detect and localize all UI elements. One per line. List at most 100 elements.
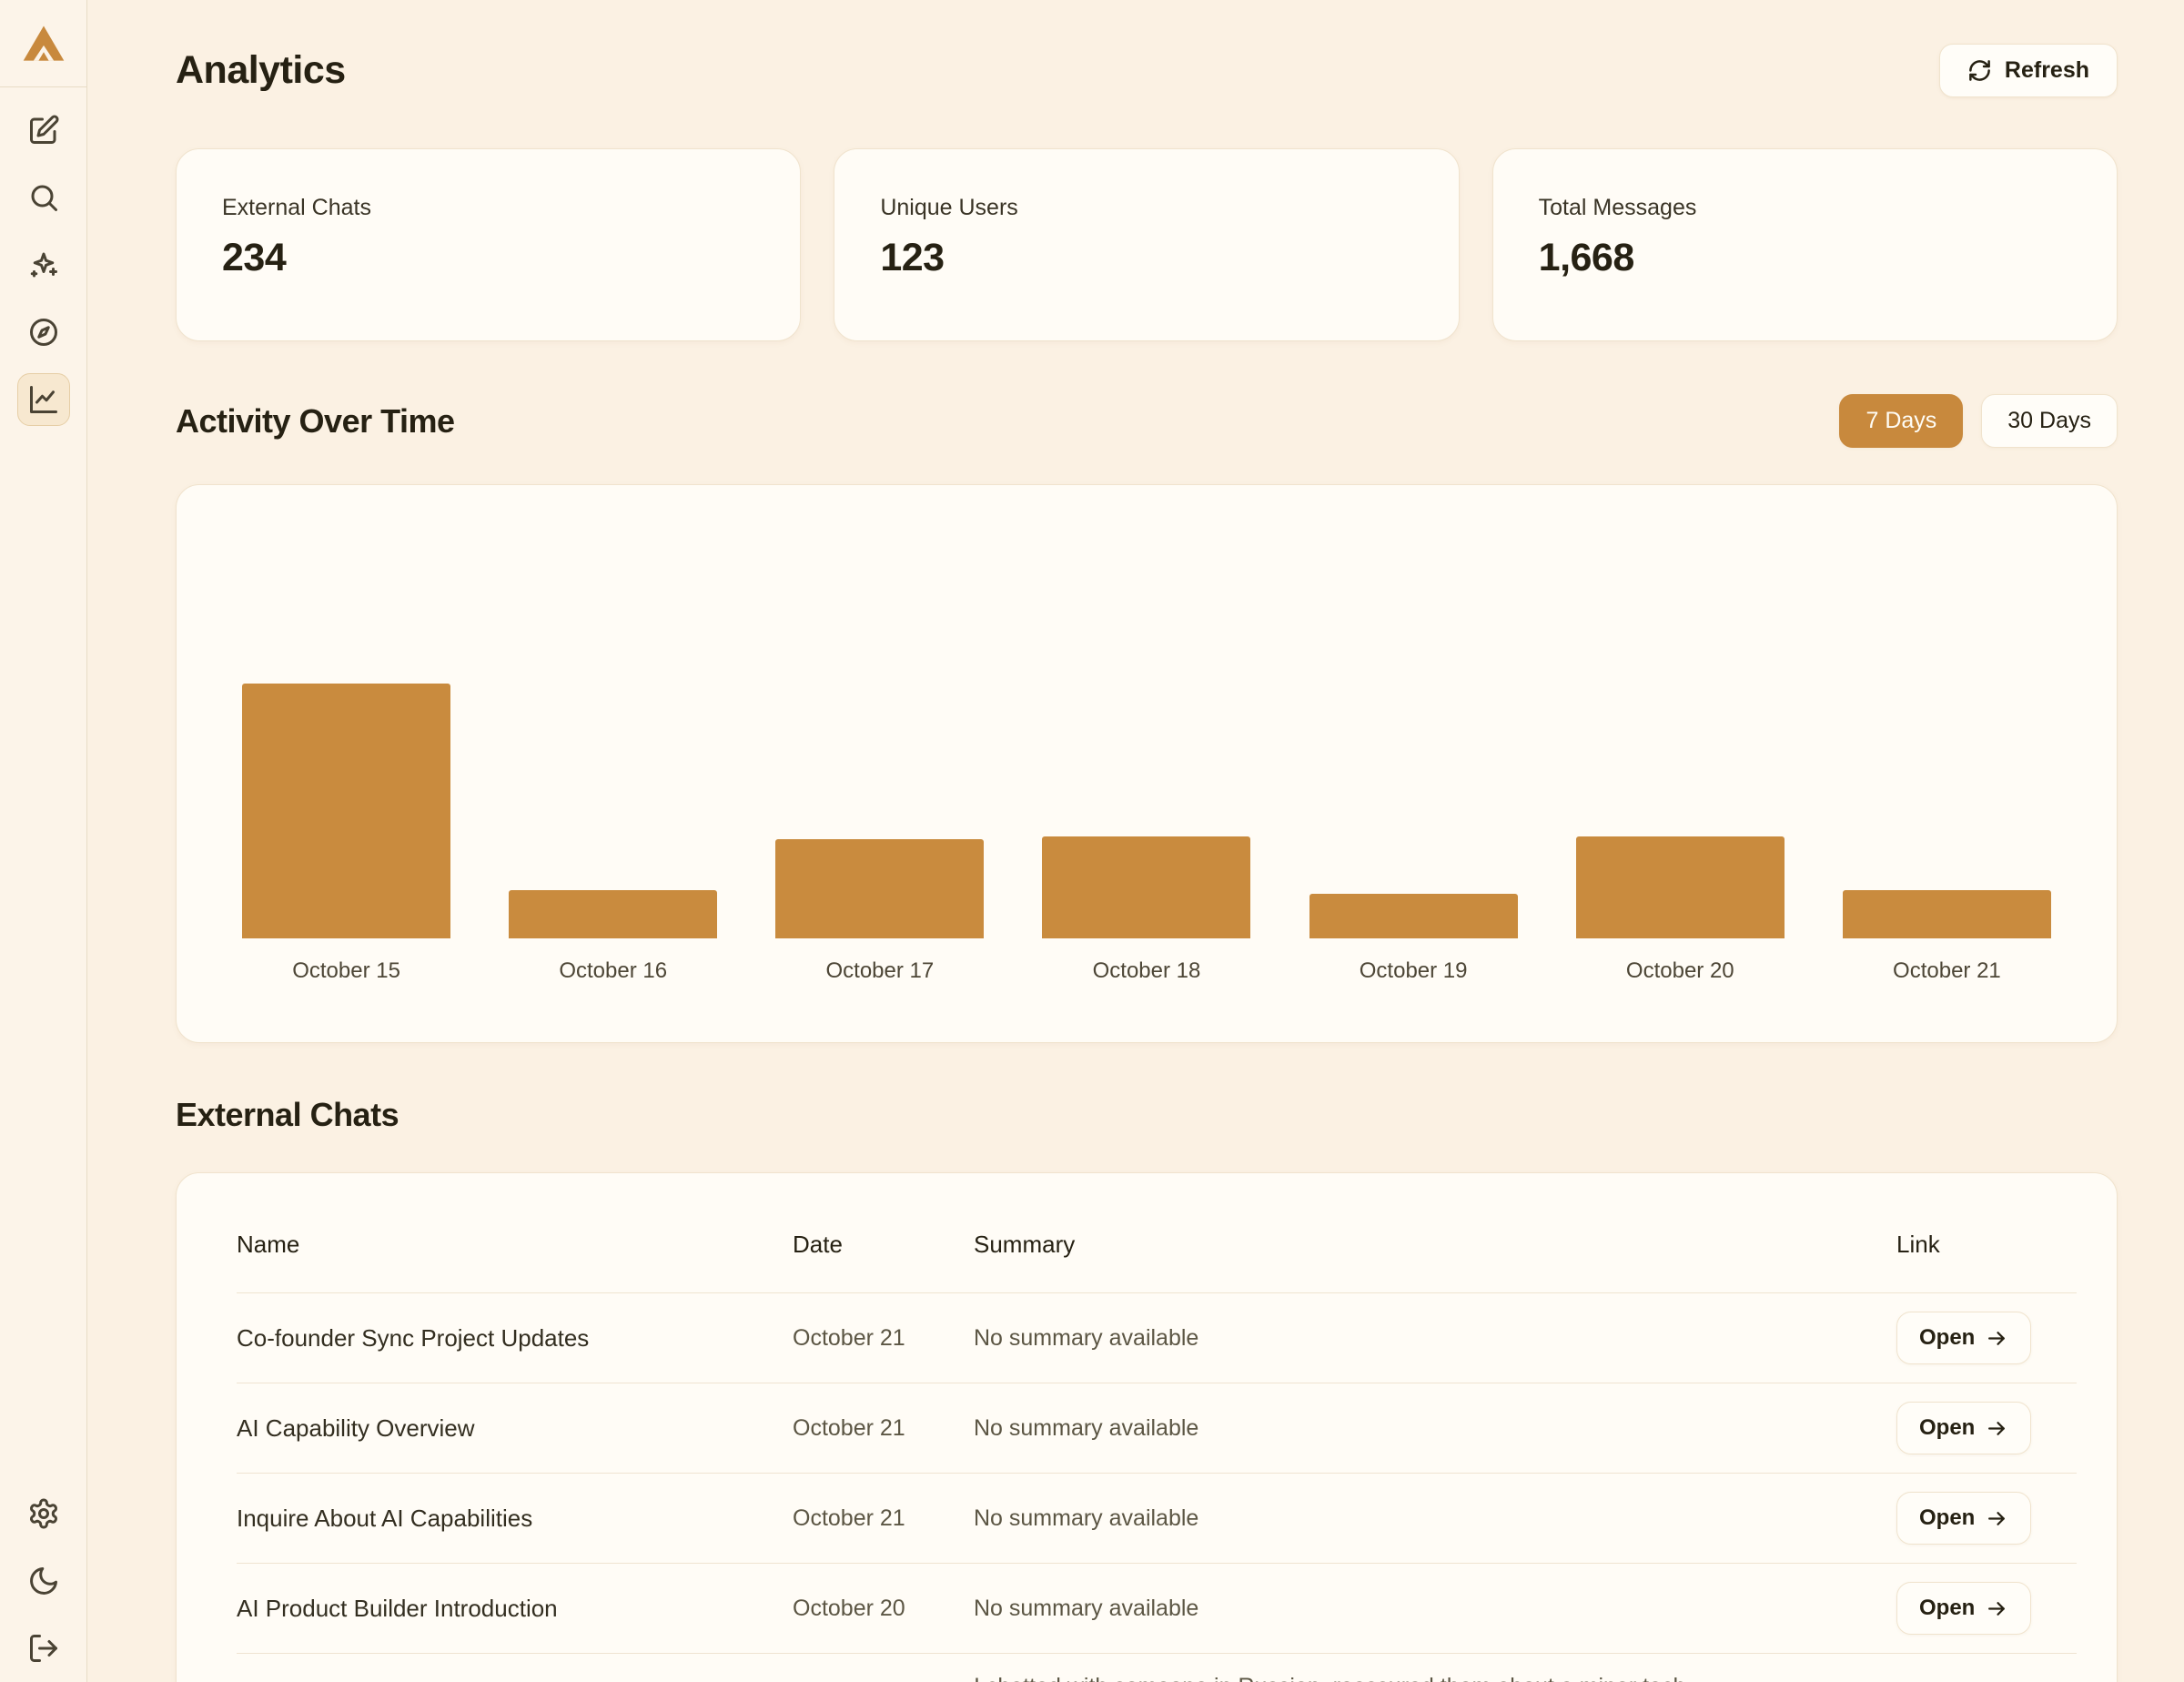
chart-x-label: October 19 bbox=[1359, 958, 1468, 983]
chart-bar-track bbox=[1042, 684, 1251, 938]
chat-summary: No summary available bbox=[974, 1505, 1199, 1531]
stat-card-unique-users: Unique Users 123 bbox=[834, 148, 1460, 341]
chat-name: AI Product Builder Introduction bbox=[237, 1594, 558, 1622]
activity-title: Activity Over Time bbox=[176, 401, 455, 440]
chart-bar bbox=[242, 684, 451, 938]
chart-column: October 15 bbox=[213, 684, 480, 984]
chart-column: October 19 bbox=[1280, 684, 1547, 984]
main-content: Analytics Refresh External Chats 234 Uni… bbox=[87, 0, 2184, 1682]
chart-x-label: October 17 bbox=[825, 958, 935, 983]
open-button-label: Open bbox=[1919, 1505, 1976, 1530]
arrow-right-icon bbox=[1988, 1511, 2006, 1525]
sidebar-item-discover[interactable] bbox=[0, 299, 86, 366]
chart-column: October 18 bbox=[1013, 684, 1279, 984]
chart-column: October 21 bbox=[1814, 684, 2080, 984]
chart-bar bbox=[775, 839, 985, 938]
open-button-label: Open bbox=[1919, 1325, 1976, 1350]
stat-value: 234 bbox=[222, 236, 287, 279]
sidebar-item-analytics[interactable] bbox=[0, 366, 86, 433]
chart-bar bbox=[509, 890, 718, 938]
chart-x-label: October 15 bbox=[292, 958, 400, 983]
table-body: Co-founder Sync Project Updates October 2… bbox=[237, 1293, 2077, 1682]
chat-link-cell: Open bbox=[1896, 1492, 2077, 1545]
chart-x-label: October 20 bbox=[1625, 958, 1734, 983]
open-chat-button[interactable]: Open bbox=[1896, 1492, 2032, 1545]
table-row: I chatted with someone in Russian, reass… bbox=[237, 1654, 2077, 1682]
refresh-button[interactable]: Refresh bbox=[1938, 44, 2118, 97]
chart-bar bbox=[1042, 836, 1251, 938]
activity-chart-card: October 15 October 16 October 17 October 18… bbox=[176, 484, 2118, 1043]
chart-column: October 20 bbox=[1547, 684, 1814, 984]
app-logo[interactable] bbox=[0, 0, 86, 87]
open-button-label: Open bbox=[1919, 1596, 1976, 1620]
chart-bar-track bbox=[1575, 684, 1785, 938]
table-row: Inquire About AI Capabilities October 21 N… bbox=[237, 1474, 2077, 1564]
page-title: Analytics bbox=[176, 48, 346, 92]
sidebar-item-logout[interactable] bbox=[0, 1615, 86, 1682]
open-chat-button[interactable]: Open bbox=[1896, 1582, 2032, 1635]
range-7-days-button[interactable]: 7 Days bbox=[1839, 394, 1964, 448]
triangle-logo-icon bbox=[23, 25, 64, 61]
search-icon bbox=[31, 185, 57, 211]
chart-bar-track bbox=[242, 684, 451, 938]
chat-link-cell: Open bbox=[1896, 1312, 2077, 1364]
chat-date: October 21 bbox=[793, 1414, 905, 1441]
sparkles-icon bbox=[30, 252, 57, 278]
table-header: Name Date Summary Link bbox=[237, 1173, 2077, 1293]
stat-card-total-messages: Total Messages 1,668 bbox=[1491, 148, 2118, 341]
chat-name: Co-founder Sync Project Updates bbox=[237, 1323, 590, 1352]
range-toggle-group: 7 Days 30 Days bbox=[1839, 394, 2118, 448]
chart-bar-track bbox=[775, 684, 985, 938]
chart-bar bbox=[1575, 836, 1785, 938]
sidebar-item-theme[interactable] bbox=[0, 1547, 86, 1615]
arrow-right-icon bbox=[1988, 1421, 2006, 1435]
table-row: Co-founder Sync Project Updates October 2… bbox=[237, 1293, 2077, 1383]
activity-section-header: Activity Over Time 7 Days 30 Days bbox=[176, 394, 2118, 448]
sidebar-item-search[interactable] bbox=[0, 164, 86, 231]
active-nav-highlight bbox=[16, 373, 70, 426]
open-button-label: Open bbox=[1919, 1415, 1976, 1440]
chat-name: AI Capability Overview bbox=[237, 1413, 475, 1442]
external-chats-section-header: External Chats bbox=[176, 1096, 2118, 1134]
arrow-right-icon bbox=[1988, 1331, 2006, 1345]
sidebar-item-ai[interactable] bbox=[0, 231, 86, 299]
chart-bar-track bbox=[509, 684, 718, 938]
chart-columns: October 15 October 16 October 17 October 18… bbox=[213, 684, 2080, 984]
stat-card-external-chats: External Chats 234 bbox=[176, 148, 802, 341]
sidebar-item-compose[interactable] bbox=[0, 96, 86, 164]
chart-bar bbox=[1842, 890, 2051, 938]
chat-date: October 21 bbox=[793, 1505, 905, 1531]
sidebar-item-settings[interactable] bbox=[0, 1480, 86, 1547]
chart-bar-track bbox=[1309, 684, 1518, 938]
moon-icon bbox=[29, 1567, 57, 1595]
chat-link-cell: Open bbox=[1896, 1402, 2077, 1454]
stat-label: Total Messages bbox=[1538, 195, 1697, 220]
external-chats-title: External Chats bbox=[176, 1096, 399, 1133]
arrow-right-icon bbox=[1988, 1601, 2006, 1616]
chat-summary: I chatted with someone in Russian, reass… bbox=[974, 1674, 1896, 1682]
sidebar-nav bbox=[0, 87, 86, 433]
sidebar-bottom bbox=[0, 1480, 86, 1682]
stats-cards: External Chats 234 Unique Users 123 Tota… bbox=[176, 148, 2118, 341]
chat-link-cell: Open bbox=[1896, 1582, 2077, 1635]
range-30-days-button[interactable]: 30 Days bbox=[1981, 394, 2118, 448]
stat-value: 123 bbox=[880, 236, 945, 279]
chat-summary: No summary available bbox=[974, 1595, 1199, 1621]
chat-date: October 20 bbox=[793, 1595, 905, 1621]
compass-icon bbox=[29, 319, 57, 346]
chart-icon bbox=[29, 386, 57, 413]
chart-column: October 16 bbox=[480, 684, 746, 984]
stat-label: External Chats bbox=[222, 195, 371, 220]
table-row: AI Product Builder Introduction October 2… bbox=[237, 1564, 2077, 1654]
chat-date: October 21 bbox=[793, 1324, 905, 1351]
open-chat-button[interactable]: Open bbox=[1896, 1312, 2032, 1364]
chart-x-label: October 16 bbox=[559, 958, 668, 983]
refresh-button-label: Refresh bbox=[2004, 57, 2089, 83]
chart-x-label: October 18 bbox=[1092, 958, 1201, 983]
open-chat-button[interactable]: Open bbox=[1896, 1402, 2032, 1454]
external-chats-table: Name Date Summary Link Co-founder Sync P… bbox=[176, 1172, 2118, 1682]
column-header-date: Date bbox=[793, 1231, 843, 1258]
table-row: AI Capability Overview October 21 No summa… bbox=[237, 1383, 2077, 1474]
page-header: Analytics Refresh bbox=[176, 44, 2118, 97]
chart-x-label: October 21 bbox=[1893, 958, 2001, 983]
